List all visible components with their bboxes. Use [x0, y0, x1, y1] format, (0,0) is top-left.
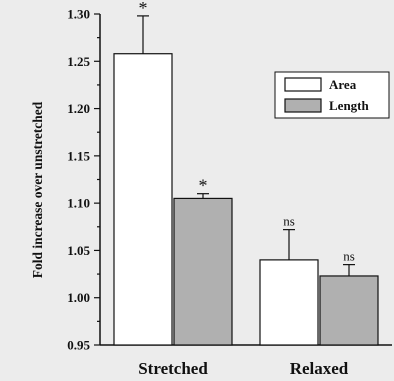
- y-axis-title: Fold increase over unstretched: [30, 101, 45, 278]
- bar-area-relaxed: [259, 259, 319, 346]
- plot-area: 0.95 1.00 1.05 1.10 1.15 1.20 1.25 1.30 * * Stretc…: [67, 0, 392, 378]
- bar-length-relaxed: [319, 275, 379, 346]
- legend-label-length: Length: [329, 98, 370, 113]
- legend-label-area: Area: [329, 77, 357, 92]
- y-tick-label: 1.10: [67, 196, 90, 211]
- legend-swatch-area: [284, 77, 322, 92]
- significance-star: *: [139, 0, 148, 18]
- y-tick-label: 1.15: [67, 148, 90, 163]
- y-tick-label: 1.25: [67, 54, 90, 69]
- significance-star: *: [199, 176, 208, 196]
- significance-ns: ns: [343, 249, 355, 264]
- bar-length-stretched: [173, 197, 233, 346]
- y-tick-label: 1.05: [67, 243, 90, 258]
- y-tick-label: 1.30: [67, 7, 90, 22]
- legend: Area Length: [274, 71, 390, 119]
- x-category-label: Stretched: [138, 359, 208, 378]
- y-tick-label: 0.95: [67, 338, 90, 353]
- legend-swatch-length: [284, 98, 322, 113]
- x-category-label: Relaxed: [290, 359, 349, 378]
- bar-area-stretched: [113, 53, 173, 346]
- y-tick-label: 1.00: [67, 290, 90, 305]
- y-tick-label: 1.20: [67, 101, 90, 116]
- significance-ns: ns: [283, 214, 295, 229]
